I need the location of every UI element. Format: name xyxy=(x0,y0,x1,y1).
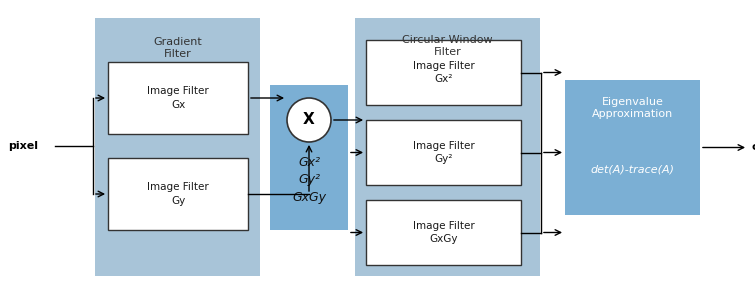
Text: pixel: pixel xyxy=(8,141,38,151)
Circle shape xyxy=(287,98,331,142)
Text: Image Filter
Gx²: Image Filter Gx² xyxy=(413,61,474,84)
Bar xyxy=(366,40,521,105)
Bar xyxy=(366,120,521,185)
Bar xyxy=(270,85,348,230)
Text: Eigenvalue
Approximation: Eigenvalue Approximation xyxy=(592,97,673,119)
Text: Image Filter
Gy: Image Filter Gy xyxy=(147,183,209,206)
Bar xyxy=(565,80,700,215)
Bar xyxy=(108,158,248,230)
Text: Image Filter
Gy²: Image Filter Gy² xyxy=(413,141,474,164)
Bar xyxy=(108,62,248,134)
Bar xyxy=(366,200,521,265)
Text: Circular Window
Filter: Circular Window Filter xyxy=(402,35,493,57)
Text: Image Filter
GxGy: Image Filter GxGy xyxy=(413,221,474,244)
Text: corner: corner xyxy=(752,142,755,152)
Text: Gx²
Gy²
GxGy: Gx² Gy² GxGy xyxy=(292,156,326,205)
Text: Gradient
Filter: Gradient Filter xyxy=(153,37,202,59)
Bar xyxy=(355,18,540,276)
Bar xyxy=(95,18,260,276)
Text: X: X xyxy=(303,113,315,127)
Text: Image Filter
Gx: Image Filter Gx xyxy=(147,86,209,110)
Text: det(A)-trace(A): det(A)-trace(A) xyxy=(590,165,674,175)
